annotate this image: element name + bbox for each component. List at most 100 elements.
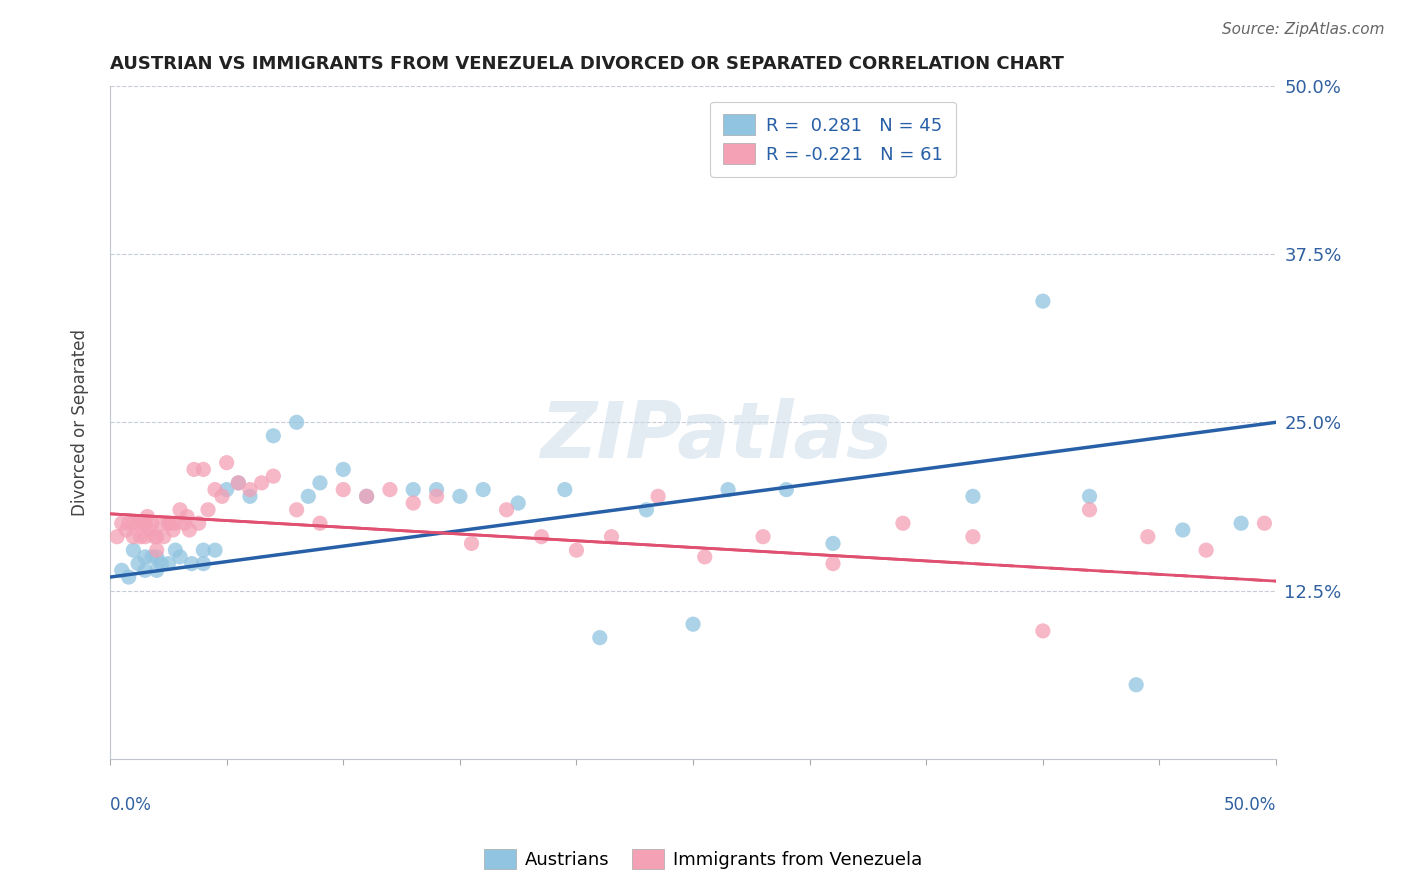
Point [378,483,401,497]
Point [1253,516,1275,531]
Point [309,516,332,531]
Point [425,489,447,503]
Point [145,563,167,577]
Point [150,557,173,571]
Point [472,483,495,497]
Point [145,543,167,558]
Text: 50.0%: 50.0% [1223,796,1277,814]
Point [821,557,844,571]
Point [1078,489,1101,503]
Point [204,483,226,497]
Point [183,462,205,476]
Point [105,530,128,544]
Point [636,503,658,517]
Point [157,516,180,531]
Point [600,530,623,544]
Point [297,489,319,503]
Point [193,557,215,571]
Point [141,549,163,564]
Point [309,475,332,490]
Point [122,516,145,531]
Point [356,489,378,503]
Point [682,617,704,632]
Point [647,489,669,503]
Point [143,530,166,544]
Point [127,516,149,531]
Point [132,516,155,531]
Text: ZIPatlas: ZIPatlas [540,398,893,474]
Point [159,516,181,531]
Point [285,503,308,517]
Point [165,516,187,531]
Point [962,489,984,503]
Point [134,516,156,531]
Point [204,543,226,558]
Point [193,462,215,476]
Point [717,483,740,497]
Point [215,456,238,470]
Point [138,523,160,537]
Point [145,549,167,564]
Y-axis label: Divorced or Separated: Divorced or Separated [72,329,89,516]
Point [775,483,797,497]
Point [356,489,378,503]
Point [127,557,149,571]
Point [239,483,262,497]
Point [1230,516,1253,531]
Point [460,536,482,550]
Point [180,557,202,571]
Point [1136,530,1159,544]
Point [152,530,174,544]
Point [589,631,612,645]
Point [554,483,576,497]
Point [262,469,284,483]
Point [122,530,145,544]
Point [165,543,187,558]
Point [332,462,354,476]
Point [752,530,775,544]
Point [122,543,145,558]
Point [215,483,238,497]
Point [162,523,184,537]
Point [1125,678,1147,692]
Point [565,543,588,558]
Point [157,557,180,571]
Point [425,483,447,497]
Point [187,516,209,531]
Legend: Austrians, Immigrants from Venezuela: Austrians, Immigrants from Venezuela [475,839,931,879]
Point [118,570,141,584]
Point [169,503,191,517]
Point [1195,543,1218,558]
Point [449,489,471,503]
Point [239,489,262,503]
Point [211,489,233,503]
Text: Source: ZipAtlas.com: Source: ZipAtlas.com [1222,22,1385,37]
Point [176,509,198,524]
Point [197,503,219,517]
Point [118,516,141,531]
Point [111,516,134,531]
Point [179,523,201,537]
Point [402,483,425,497]
Point [332,483,354,497]
Point [134,549,156,564]
Point [134,530,156,544]
Point [250,475,273,490]
Point [530,530,553,544]
Point [693,549,716,564]
Point [285,415,308,429]
Point [962,530,984,544]
Point [1032,294,1054,309]
Point [402,496,425,510]
Point [1171,523,1194,537]
Point [169,549,191,564]
Point [508,496,530,510]
Point [891,119,914,133]
Point [228,475,250,490]
Point [115,523,138,537]
Point [129,530,152,544]
Point [495,503,517,517]
Point [150,516,173,531]
Point [173,516,195,531]
Point [228,475,250,490]
